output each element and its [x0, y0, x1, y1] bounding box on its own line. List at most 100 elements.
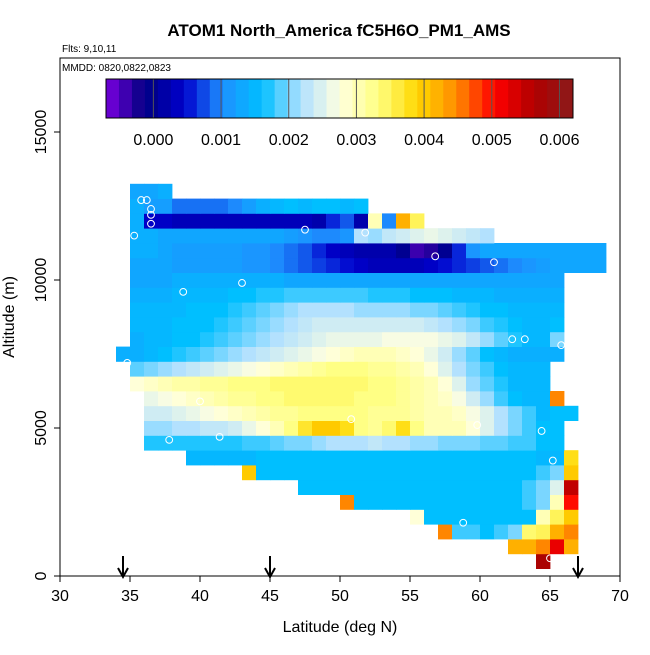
heatmap-cell — [256, 331, 271, 347]
heatmap-cell — [340, 361, 355, 377]
heatmap-cell — [200, 302, 215, 318]
heatmap-cell — [214, 361, 229, 377]
heatmap-cell — [312, 302, 327, 318]
heatmap-cell — [298, 376, 313, 392]
heatmap-cell — [480, 494, 495, 510]
heatmap-cell — [312, 361, 327, 377]
heatmap-cell — [410, 450, 425, 466]
heatmap-cell — [144, 346, 159, 362]
heatmap-cell — [410, 287, 425, 303]
heatmap-cell — [312, 198, 327, 214]
heatmap-cell — [382, 228, 397, 244]
heatmap-cell — [508, 465, 523, 481]
heatmap-cell — [340, 435, 355, 451]
heatmap-cell — [508, 539, 523, 555]
heatmap-cell — [144, 183, 159, 199]
heatmap-cell — [550, 465, 565, 481]
heatmap-cell — [368, 331, 383, 347]
heatmap-cell — [508, 361, 523, 377]
heatmap-cell — [200, 228, 215, 244]
heatmap-cell — [242, 361, 257, 377]
heatmap-cell — [354, 198, 369, 214]
heatmap-cell — [368, 228, 383, 244]
colorbar-segment — [157, 79, 172, 118]
heatmap-cell — [228, 243, 243, 259]
heatmap-cell — [424, 420, 439, 436]
heatmap-cell — [270, 376, 285, 392]
heatmap-cell — [410, 257, 425, 273]
colorbar-segment — [560, 79, 574, 118]
heatmap-cell — [382, 420, 397, 436]
heatmap-cell — [522, 405, 537, 421]
heatmap-cell — [326, 435, 341, 451]
colorbar-segment — [495, 79, 509, 118]
heatmap-cell — [396, 228, 411, 244]
heatmap-cell — [480, 272, 495, 288]
heatmap-cell — [410, 405, 425, 421]
heatmap-cell — [452, 509, 467, 525]
heatmap-cell — [494, 361, 509, 377]
colorbar-segment — [261, 79, 276, 118]
heatmap-cell — [396, 317, 411, 333]
heatmap-cell — [270, 420, 285, 436]
heatmap-cell — [382, 405, 397, 421]
colorbar-segment — [326, 79, 340, 118]
heatmap-cell — [536, 272, 551, 288]
heatmap-cell — [354, 494, 369, 510]
heatmap-cell — [494, 450, 509, 466]
heatmap-cell — [284, 331, 299, 347]
heatmap-cell — [214, 435, 229, 451]
heatmap-cell — [326, 331, 341, 347]
heatmap-cell — [550, 539, 565, 555]
colorbar-segment — [352, 79, 366, 118]
heatmap-cell — [186, 317, 201, 333]
heatmap-cell — [256, 272, 271, 288]
heatmap-cell — [172, 361, 187, 377]
heatmap-cell — [242, 420, 257, 436]
heatmap-cell — [172, 228, 187, 244]
heatmap-cell — [508, 450, 523, 466]
heatmap-cell — [522, 450, 537, 466]
track-point — [130, 231, 139, 240]
heatmap-cell — [340, 450, 355, 466]
heatmap-cell — [354, 257, 369, 273]
heatmap-cell — [312, 450, 327, 466]
heatmap-cell — [452, 450, 467, 466]
heatmap-cell — [410, 317, 425, 333]
colorbar-segment — [313, 79, 328, 118]
heatmap-cell — [340, 405, 355, 421]
heatmap-cell — [536, 257, 551, 273]
heatmap-cell — [270, 465, 285, 481]
heatmap-cell — [536, 317, 551, 333]
colorbar-segment — [131, 79, 146, 118]
heatmap-cell — [424, 435, 439, 451]
heatmap-cell — [466, 228, 481, 244]
heatmap-cell — [382, 243, 397, 259]
heatmap-cell — [256, 228, 271, 244]
heatmap-cell — [536, 465, 551, 481]
heatmap-cell — [326, 479, 341, 495]
heatmap-cell — [144, 287, 159, 303]
heatmap-cell — [550, 302, 565, 318]
heatmap-cell — [270, 257, 285, 273]
heatmap-cell — [522, 302, 537, 318]
heatmap-cell — [424, 376, 439, 392]
heatmap-cell — [550, 494, 565, 510]
heatmap-cell — [508, 420, 523, 436]
heatmap-cell — [564, 465, 579, 481]
heatmap-cell — [396, 376, 411, 392]
heatmap-cell — [410, 228, 425, 244]
heatmap-cell — [438, 420, 453, 436]
colorbar-segment — [365, 79, 379, 118]
heatmap-cell — [242, 450, 257, 466]
track-point — [137, 196, 146, 204]
heatmap-cell — [438, 228, 453, 244]
heatmap-cell — [480, 287, 495, 303]
heatmap-cell — [228, 257, 243, 273]
heatmap-cell — [256, 346, 271, 362]
heatmap-cell — [494, 317, 509, 333]
heatmap-cell — [172, 346, 187, 362]
heatmap-cell — [256, 361, 271, 377]
heatmap-cell — [452, 317, 467, 333]
heatmap-cell — [130, 287, 145, 303]
